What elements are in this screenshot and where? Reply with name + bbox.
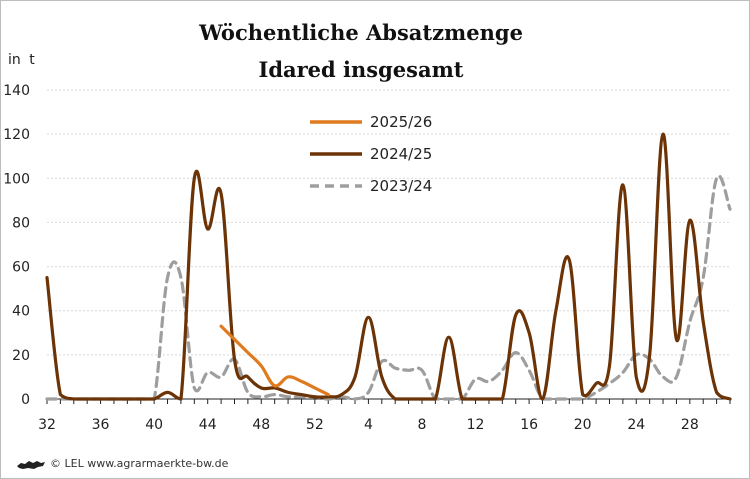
series-line-2023-24: [45, 174, 732, 401]
x-tick-label: 44: [199, 417, 217, 433]
y-tick-label: 0: [21, 392, 30, 408]
legend-label-2025-26: 2025/26: [370, 113, 432, 131]
x-tick-label: 36: [92, 417, 110, 433]
x-tick-label: 12: [467, 417, 485, 433]
x-tick-label: 52: [306, 417, 324, 433]
x-tick-label: 20: [574, 417, 592, 433]
y-tick-label: 120: [3, 127, 30, 143]
chart-title: Wöchentliche Absatzmenge: [199, 20, 523, 45]
lion-emblem-icon: [17, 461, 45, 469]
footer-text: © LEL www.agrarmaerkte-bw.de: [50, 457, 229, 470]
y-tick-label: 80: [12, 215, 30, 231]
series-line-2024-25: [45, 132, 732, 401]
x-tick-label: 40: [145, 417, 163, 433]
y-tick-label: 20: [12, 348, 30, 364]
x-tick-label: 32: [38, 417, 56, 433]
y-tick-label: 100: [3, 171, 30, 187]
footer-credit: © LEL www.agrarmaerkte-bw.de: [16, 457, 228, 470]
y-tick-label: 40: [12, 304, 30, 320]
series-line-2025-26: [219, 324, 330, 397]
y-tick-label: 140: [3, 83, 30, 99]
x-tick-label: 24: [627, 417, 645, 433]
legend-label-2023-24: 2023/24: [370, 177, 432, 195]
x-tick-label: 48: [252, 417, 270, 433]
x-tick-label: 16: [520, 417, 538, 433]
x-tick-label: 4: [364, 417, 373, 433]
legend-label-2024-25: 2024/25: [370, 145, 432, 163]
x-tick-label: 8: [418, 417, 427, 433]
y-axis-unit-label: in t: [8, 52, 35, 68]
chart-subtitle: Idared insgesamt: [258, 57, 464, 82]
y-tick-label: 60: [12, 260, 30, 276]
x-tick-label: 28: [681, 417, 699, 433]
